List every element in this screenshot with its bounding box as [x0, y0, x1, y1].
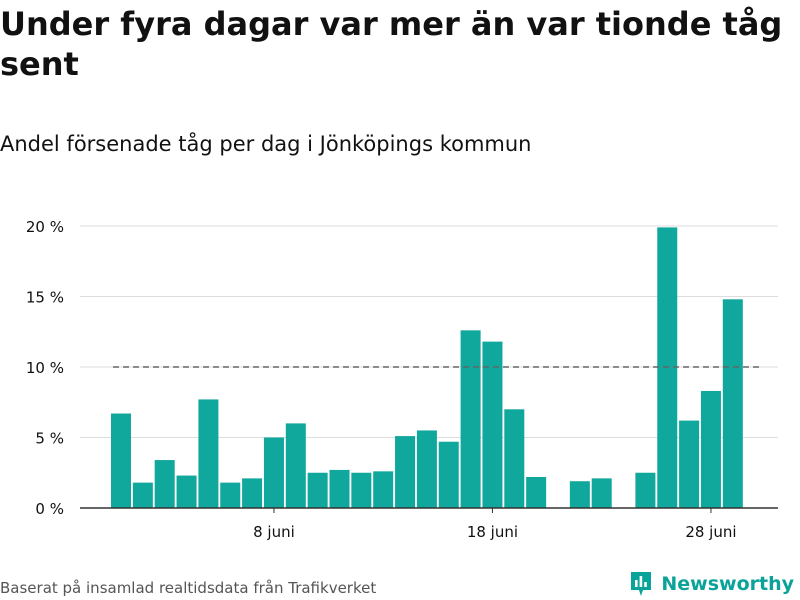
- bar: [679, 420, 700, 508]
- bar: [176, 475, 197, 508]
- chart-subtitle: Andel försenade tåg per dag i Jönköpings…: [0, 132, 532, 156]
- bar: [722, 299, 743, 508]
- bar: [242, 478, 263, 508]
- bar: [285, 423, 306, 508]
- bar: [198, 399, 219, 508]
- bar: [395, 436, 416, 508]
- bar: [416, 430, 437, 508]
- y-tick-label: 20 %: [26, 218, 64, 236]
- bar: [700, 390, 721, 508]
- y-tick-label: 15 %: [26, 289, 64, 307]
- bar-chart: 0 % 5 % 10 % 15 % 20 % 8 juni 18 juni 28 juni: [26, 218, 778, 541]
- bar: [591, 478, 612, 508]
- bar: [438, 441, 459, 508]
- bar: [132, 482, 153, 508]
- bar: [504, 409, 525, 508]
- y-tick-label: 10 %: [26, 359, 64, 377]
- bar: [460, 330, 481, 508]
- bar: [111, 413, 131, 508]
- bar: [635, 472, 656, 508]
- bar: [220, 482, 241, 508]
- bar: [526, 476, 547, 508]
- source-note: Baserat på insamlad realtidsdata från Tr…: [0, 579, 377, 597]
- chart-title: Under fyra dagar var mer än var tionde t…: [0, 5, 783, 83]
- bar: [569, 481, 590, 508]
- bar-chart-logo-icon: [631, 572, 652, 596]
- x-tick-label: 8 juni: [253, 523, 295, 541]
- bar: [373, 471, 394, 508]
- bar: [263, 437, 284, 508]
- bar: [154, 460, 175, 508]
- bar: [351, 472, 372, 508]
- x-tick-label: 28 juni: [685, 523, 736, 541]
- brand-logo: Newsworthy: [629, 568, 794, 600]
- bar: [329, 469, 350, 508]
- y-tick-label: 5 %: [35, 430, 64, 448]
- x-tick-label: 18 juni: [467, 523, 518, 541]
- bar: [307, 472, 328, 508]
- bar: [482, 341, 503, 508]
- brand-name: Newsworthy: [661, 573, 794, 595]
- y-tick-label: 0 %: [35, 500, 64, 518]
